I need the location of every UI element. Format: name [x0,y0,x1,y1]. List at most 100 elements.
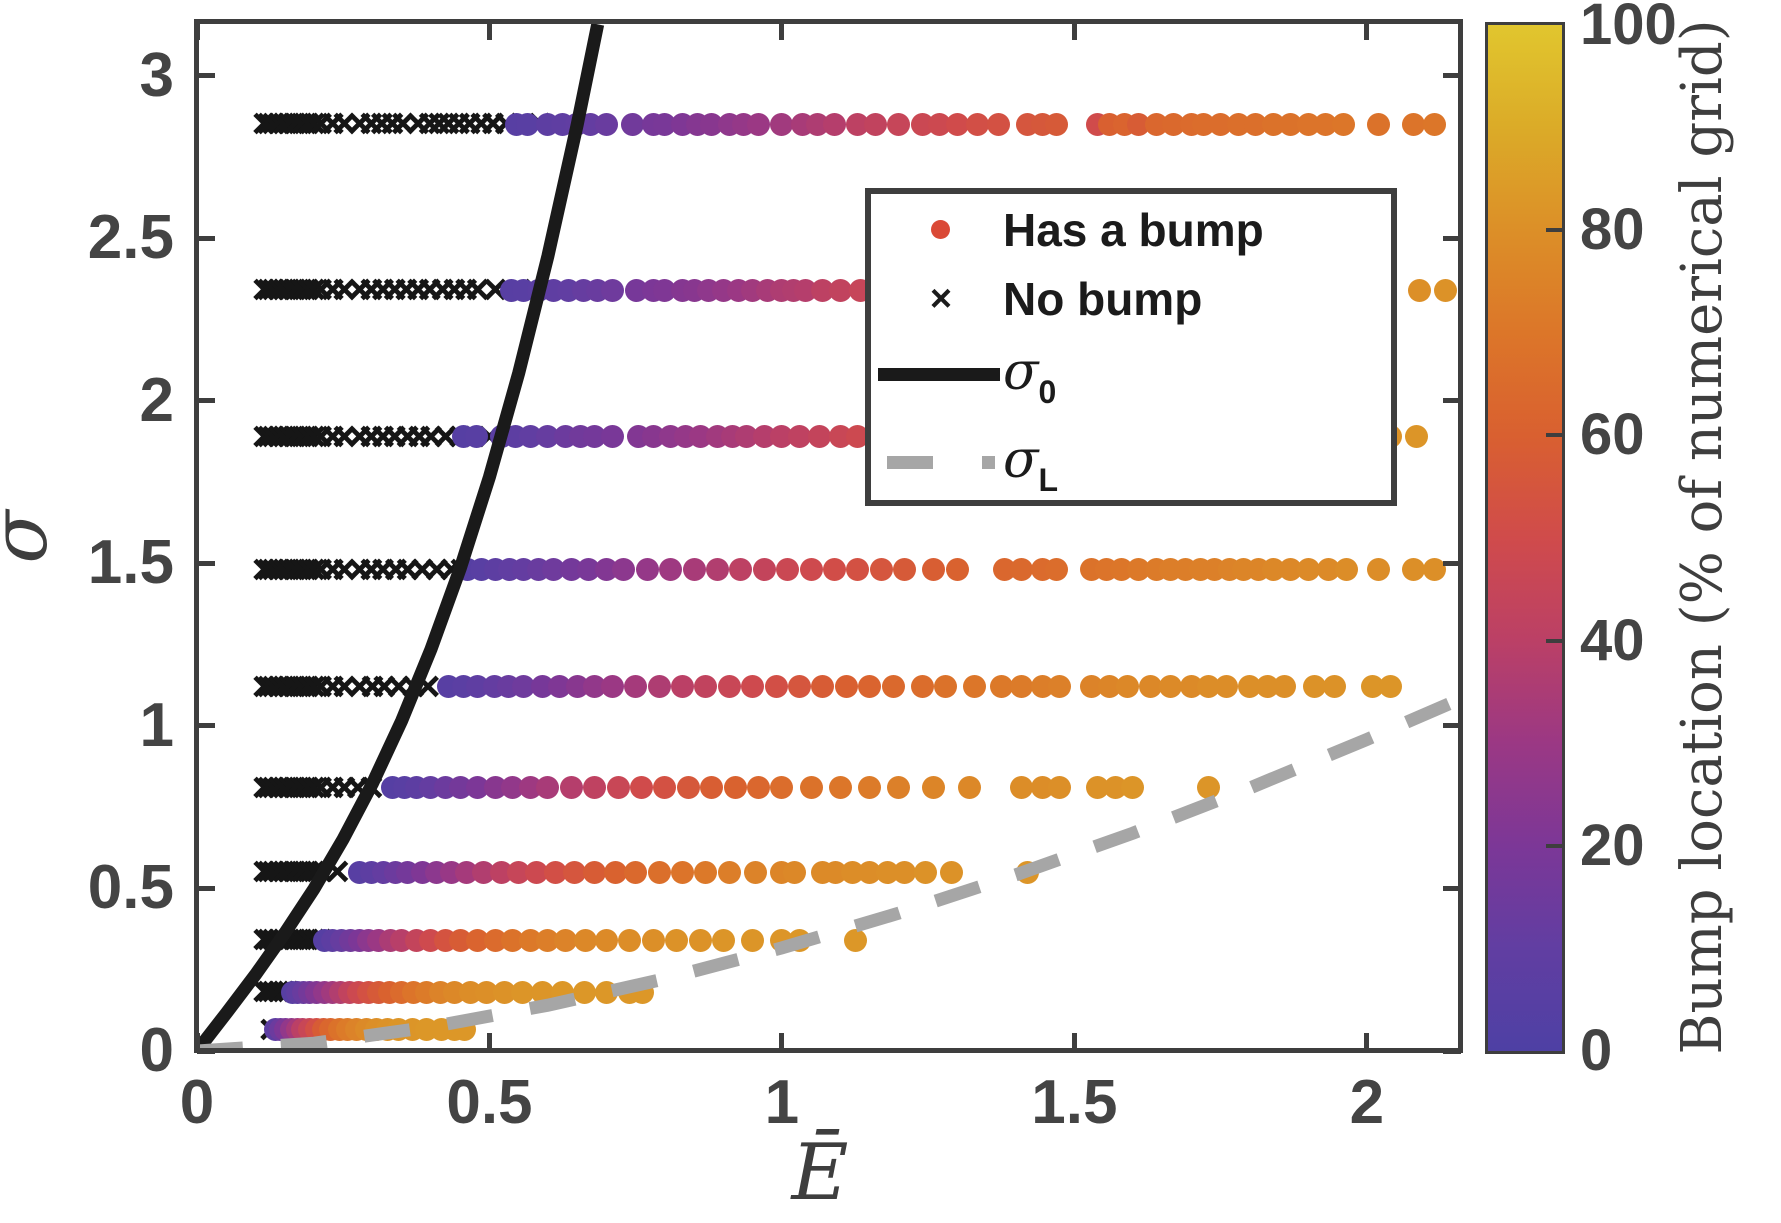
has-bump-marker [752,558,776,582]
has-bump-marker [776,558,800,582]
y-tick-right [1443,723,1461,729]
has-bump-marker [881,675,905,699]
has-bump-marker [688,425,712,449]
has-bump-marker [966,112,990,136]
has-bump-marker [1159,675,1183,699]
has-bump-marker [1010,675,1034,699]
y-tick [197,235,215,241]
has-bump-marker [1255,675,1279,699]
has-bump-marker [653,278,677,302]
has-bump-marker [717,675,741,699]
sigmaL-symbol: σ [1003,430,1039,490]
x-tick [1364,1033,1370,1051]
has-bump-marker [741,675,765,699]
y-tick-right [1443,73,1461,79]
has-bump-marker [735,425,759,449]
has-bump-marker [1115,675,1139,699]
has-bump-marker [641,425,665,449]
has-bump-marker [799,558,823,582]
x-tick-label: 1.5 [1031,1068,1118,1137]
has-bump-marker [934,675,958,699]
has-bump-marker [893,558,917,582]
x-tick-top [1071,22,1077,40]
has-bump-marker [1323,675,1347,699]
y-tick-right [1443,235,1461,241]
has-bump-marker [945,558,969,582]
legend-item-sigma0: σ0 [871,344,1391,410]
y-tick [197,560,215,566]
has-bump-marker [887,112,911,136]
has-bump-marker [1405,425,1429,449]
colorbar-tick-label: 100 [1580,0,1677,57]
x-tick-top [486,22,492,40]
has-bump-marker [1434,278,1458,302]
has-bump-marker [621,112,645,136]
has-bump-marker [706,558,730,582]
colorbar-tick-label: 80 [1580,197,1645,263]
has-bump-marker [945,112,969,136]
y-tick-right [1443,1048,1461,1054]
has-bump-marker [1048,675,1072,699]
has-bump-marker [811,675,835,699]
has-bump-marker [989,675,1013,699]
colorbar-tick [1546,433,1562,438]
has-bump-marker [986,112,1010,136]
has-bump-marker [1226,112,1250,136]
x-tick-top [194,22,200,40]
legend-label-no-bump: No bump [1003,273,1203,325]
has-bump-marker [1127,558,1151,582]
has-bump-marker [1238,675,1262,699]
sigmaL-subscript: L [1038,462,1059,498]
has-bump-marker [846,112,870,136]
has-bump-marker [600,425,624,449]
x-tick-label: 0.5 [446,1068,533,1137]
has-bump-marker [1097,675,1121,699]
has-bump-marker-icon [931,220,950,239]
y-tick-right [1443,398,1461,404]
y-tick-right [1443,560,1461,566]
y-tick [197,73,215,79]
has-bump-marker [600,675,624,699]
has-bump-marker [823,558,847,582]
has-bump-marker [811,278,835,302]
has-bump-marker [1296,558,1320,582]
has-bump-marker [1378,675,1402,699]
y-tick [197,1048,215,1054]
x-tick [779,1033,785,1051]
has-bump-marker [1331,112,1355,136]
has-bump-marker [1302,675,1326,699]
has-bump-marker [1407,278,1431,302]
has-bump-marker [828,425,852,449]
has-bump-marker [823,112,847,136]
has-bump-marker [869,558,893,582]
x-tick [194,1033,200,1051]
no-bump-marker-icon: × [929,278,953,320]
has-bump-marker [1422,558,1446,582]
sigma0-symbol: σ [1003,342,1039,402]
has-bump-marker [1273,675,1297,699]
has-bump-marker [793,278,817,302]
colorbar-tick [1546,638,1562,643]
has-bump-marker [1367,112,1391,136]
legend-item-no-bump: × No bump [871,271,1391,327]
y-tick-label: 1 [139,690,174,760]
legend: Has a bump × No bump σ0 σL [865,188,1397,506]
y-tick [197,398,215,404]
has-bump-marker [1214,675,1238,699]
has-bump-marker [846,558,870,582]
has-bump-marker [1261,112,1285,136]
colorbar [1485,22,1565,1054]
has-bump-marker [858,675,882,699]
sigmaL-dash2-icon [982,456,995,469]
has-bump-marker [1402,112,1426,136]
has-bump-marker [647,675,671,699]
colorbar-tick [1546,228,1562,233]
has-bump-marker [694,675,718,699]
legend-label-sigma0: σ0 [1003,344,1056,420]
colorbar-tick-label: 20 [1580,812,1645,878]
has-bump-marker [1197,675,1221,699]
has-bump-marker [770,425,794,449]
has-bump-marker [1080,675,1104,699]
has-bump-marker [624,675,648,699]
has-bump-marker [1296,112,1320,136]
